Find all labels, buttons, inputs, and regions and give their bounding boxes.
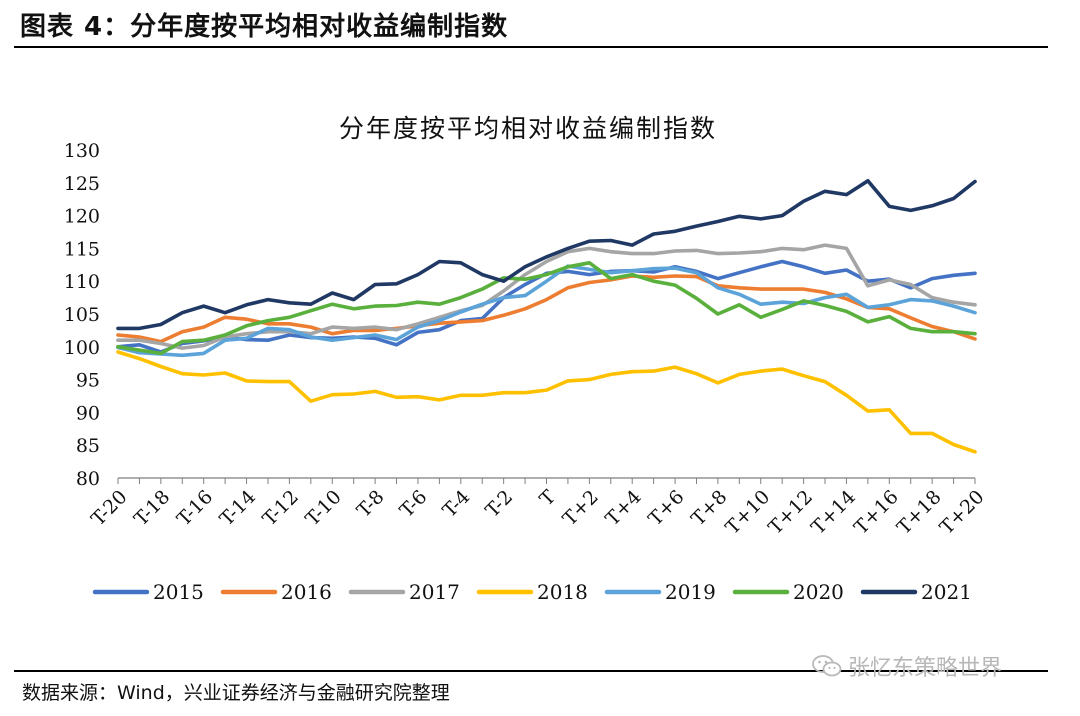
x-tick-label: T+6 (644, 486, 688, 530)
x-tick-label: T+14 (807, 486, 860, 539)
legend-label-2019: 2019 (665, 580, 716, 604)
x-tick-label: T (536, 486, 561, 511)
chart-title: 分年度按平均相对收益编制指数 (339, 114, 717, 143)
y-tick-label: 110 (64, 271, 100, 293)
y-tick-label: 100 (64, 337, 100, 359)
x-tick-label: T-18 (130, 486, 174, 530)
x-tick-label: T-20 (87, 486, 131, 530)
legend-label-2018: 2018 (537, 580, 588, 604)
series-line-2016 (116, 274, 977, 344)
series-line-2019 (116, 264, 977, 358)
x-tick-label: T+20 (936, 486, 989, 539)
x-tick-label: T-8 (353, 486, 389, 522)
y-tick-label: 120 (64, 206, 100, 228)
y-tick-label: 105 (64, 304, 100, 326)
watermark: 张忆东策略世界 (812, 650, 1002, 682)
y-tick-label: 125 (64, 173, 100, 195)
y-tick-label: 115 (64, 238, 100, 260)
legend: 2015 2016 2017 2018 2019 2020 2021 (92, 580, 972, 604)
watermark-text: 张忆东策略世界 (848, 656, 1003, 681)
header-divider (14, 46, 1048, 48)
x-tick-label: T+16 (850, 486, 903, 539)
x-tick-label: T-6 (396, 486, 432, 522)
x-tick-label: T-12 (259, 486, 303, 530)
legend-label-2016: 2016 (281, 580, 332, 604)
y-tick-label: 95 (76, 370, 100, 392)
footer-divider (14, 670, 1048, 672)
series-lines (116, 179, 977, 454)
source-note: 数据来源：Wind，兴业证券经济与金融研究院整理 (22, 682, 450, 704)
x-tick-label: T-4 (438, 486, 474, 522)
series-line-2021 (116, 179, 977, 331)
x-tick-label: T+2 (559, 486, 603, 530)
x-tick-label: T-16 (173, 486, 217, 530)
x-tick-label: T+4 (601, 486, 645, 530)
legend-label-2017: 2017 (409, 580, 460, 604)
y-tick-label: 85 (76, 435, 100, 457)
legend-label-2015: 2015 (153, 580, 204, 604)
x-tick-label: T-14 (216, 486, 260, 530)
legend-label-2021: 2021 (921, 580, 972, 604)
series-line-2017 (116, 243, 977, 350)
legend-label-2020: 2020 (793, 580, 844, 604)
x-axis: T-20T-18T-16T-14T-12T-10 T-8 T-6 T-4 T-2 TT+2… (87, 477, 989, 539)
x-tick-label: T-2 (481, 486, 517, 522)
figure-header: 图表 4：分年度按平均相对收益编制指数 (20, 12, 509, 42)
y-tick-label: 90 (76, 402, 100, 424)
y-axis: 80 85 90 95 100 105 110 115 120 125 130 (64, 140, 100, 490)
x-tick-label: T+12 (764, 486, 817, 539)
x-tick-label: T+18 (893, 486, 946, 539)
series-line-2018 (116, 350, 977, 454)
series-line-2020 (116, 260, 977, 356)
x-tick-label: T-10 (301, 486, 345, 530)
y-tick-label: 80 (76, 468, 100, 490)
wechat-icon (812, 655, 842, 677)
x-tick-label: T+10 (721, 486, 774, 539)
y-tick-label: 130 (64, 140, 100, 162)
